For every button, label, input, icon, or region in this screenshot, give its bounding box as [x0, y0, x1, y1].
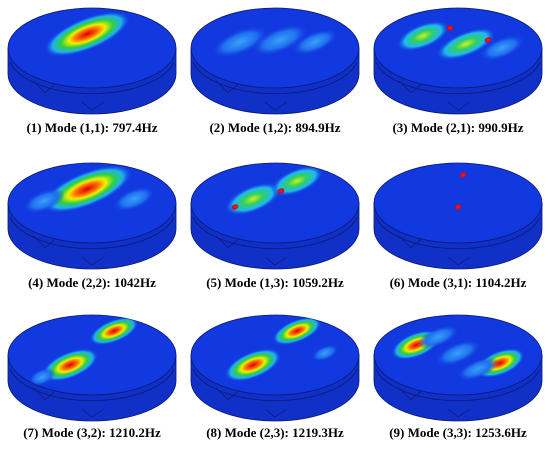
mode-lobe — [417, 325, 459, 349]
mode-lobe — [224, 182, 282, 216]
mode-lobe — [28, 367, 56, 387]
mode-shape — [224, 316, 339, 382]
mode-lobe — [42, 165, 132, 213]
disk-groove — [375, 217, 541, 250]
disk-groove — [398, 387, 471, 418]
panel-caption: (2) Mode (1,2): 894.9Hz — [209, 120, 340, 135]
mode-lobe — [41, 348, 99, 382]
mode-lobe — [454, 203, 462, 211]
panel-caption: (5) Mode (1,3): 1059.2Hz — [206, 275, 344, 290]
mode-lobe — [435, 340, 481, 366]
mode-shape — [391, 325, 525, 381]
mode-lobe — [435, 27, 497, 61]
disk-groove — [192, 62, 358, 95]
disk-groove — [215, 387, 288, 418]
mode-lobe — [311, 344, 339, 362]
mode-shape — [454, 171, 467, 211]
mode-lobe — [211, 26, 269, 58]
mode-shape — [23, 165, 155, 214]
mode-lobe — [251, 24, 309, 56]
disk-groove — [192, 369, 358, 402]
disk-groove — [32, 235, 105, 266]
panel-caption: (4) Mode (2,2): 1042Hz — [28, 275, 156, 290]
mode-lobe — [113, 186, 155, 212]
mode-lobe — [231, 203, 239, 211]
mode-panel: (6) Mode (3,1): 1104.2Hz — [373, 162, 543, 290]
mode-shape — [28, 316, 139, 387]
mode-lobe — [23, 188, 65, 214]
mode-panel: (2) Mode (1,2): 894.9Hz — [190, 7, 360, 135]
disk-top — [373, 162, 543, 244]
mode-lobe — [89, 316, 139, 346]
disk-groove — [215, 235, 288, 266]
mode-shape — [43, 11, 131, 57]
disk-groove — [375, 62, 541, 95]
mode-panel: (5) Mode (1,3): 1059.2Hz — [190, 162, 360, 290]
mode-lobe — [272, 316, 322, 346]
disk-groove — [215, 80, 288, 111]
disk-groove — [398, 80, 471, 111]
panel-caption: (3) Mode (2,1): 990.9Hz — [392, 120, 523, 135]
disk-groove — [9, 369, 175, 402]
mode-lobe — [292, 29, 338, 55]
mode-shape — [396, 20, 525, 61]
panel-caption: (9) Mode (3,3): 1253.6Hz — [389, 425, 527, 440]
mode-lobe — [43, 11, 131, 57]
disk-top — [190, 162, 360, 244]
mode-lobe — [457, 357, 499, 381]
mode-shape — [211, 24, 338, 58]
mode-panel: (3) Mode (2,1): 990.9Hz — [373, 7, 543, 135]
disk-groove — [9, 62, 175, 95]
panel-caption: (8) Mode (2,3): 1219.3Hz — [206, 425, 344, 440]
mode-lobe — [459, 171, 467, 179]
mode-lobe — [277, 187, 285, 195]
disk-groove — [192, 217, 358, 250]
panel-caption: (1) Mode (1,1): 797.4Hz — [26, 120, 157, 135]
mode-panel: (1) Mode (1,1): 797.4Hz — [7, 7, 177, 135]
mode-panel: (4) Mode (2,2): 1042Hz — [7, 162, 177, 290]
mode-lobe — [224, 348, 282, 382]
panel-caption: (6) Mode (3,1): 1104.2Hz — [390, 275, 527, 290]
mode-lobe — [484, 36, 492, 44]
panel-caption: (7) Mode (3,2): 1210.2Hz — [23, 425, 161, 440]
mode-shape — [224, 165, 324, 216]
disk-groove — [9, 217, 175, 250]
disk-groove — [398, 235, 471, 266]
mode-lobe — [479, 35, 525, 61]
disk-groove — [375, 369, 541, 402]
mode-panel: (9) Mode (3,3): 1253.6Hz — [373, 314, 543, 440]
mode-panel: (7) Mode (3,2): 1210.2Hz — [7, 314, 177, 440]
mode-panel: (8) Mode (2,3): 1219.3Hz — [190, 314, 360, 440]
disk-groove — [32, 387, 105, 418]
mode-lobe — [396, 20, 450, 52]
disk-groove — [32, 80, 105, 111]
mode-lobe — [446, 24, 454, 32]
